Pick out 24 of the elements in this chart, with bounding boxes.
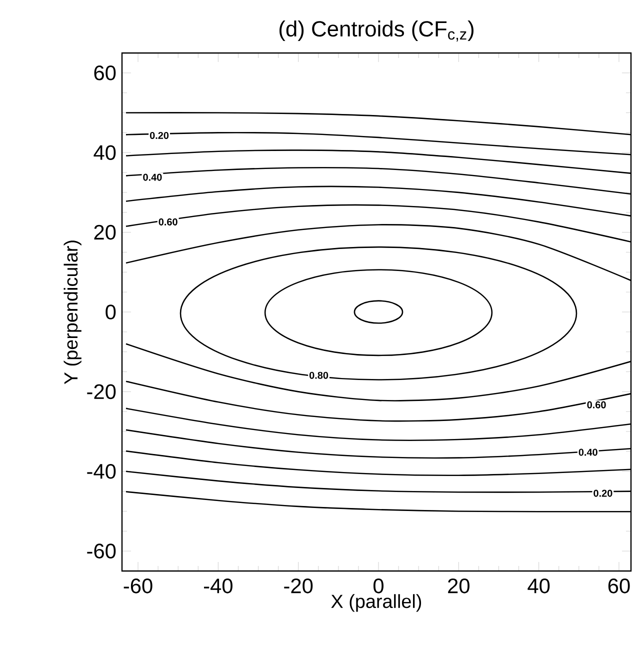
y-axis-title: Y (perpendicular) xyxy=(64,240,82,384)
annotation: 0.20 xyxy=(150,132,169,139)
y-tick-label: -40 xyxy=(87,464,116,479)
x-tick-label: -60 xyxy=(124,578,152,594)
x-tick-label: 60 xyxy=(608,578,630,594)
annotation: 0.20 xyxy=(594,490,612,497)
x-tick-label: 20 xyxy=(448,578,470,594)
y-tick-label: 60 xyxy=(94,65,116,80)
chart-title: (d) Centroids (CF$_{c,z}$) xyxy=(280,20,474,42)
x-tick-label: -40 xyxy=(204,578,232,594)
y-tick-label: -20 xyxy=(87,384,116,400)
annotation: 0.60 xyxy=(158,218,178,226)
y-tick-label: 40 xyxy=(94,145,116,160)
x-tick-label: 0 xyxy=(373,578,384,594)
annotation: 0.60 xyxy=(587,401,606,408)
y-tick-label: 20 xyxy=(94,224,116,240)
x-tick-label: -20 xyxy=(284,578,313,594)
annotation: 0.40 xyxy=(143,174,162,181)
annotation: 0.80 xyxy=(309,372,328,379)
y-tick-label: -60 xyxy=(87,544,116,558)
y-tick-label: 0 xyxy=(106,304,116,320)
x-axis-title: X (parallel) xyxy=(331,594,422,612)
annotation: 0.40 xyxy=(578,448,598,456)
x-tick-label: 40 xyxy=(528,578,550,594)
